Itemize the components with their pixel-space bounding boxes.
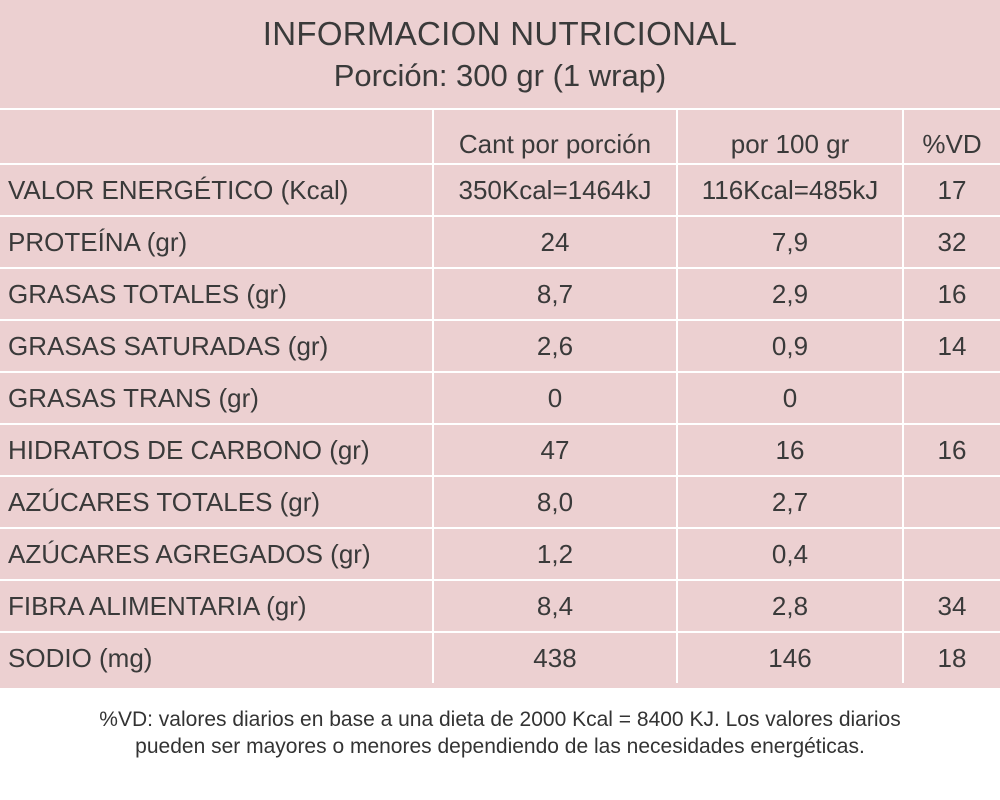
row-per-portion: 47 (432, 423, 677, 476)
table-row: AZÚCARES AGREGADOS (gr) 1,2 0,4 (0, 527, 1000, 580)
row-label: GRASAS TOTALES (gr) (0, 267, 433, 320)
row-vd (902, 527, 1000, 580)
row-label: GRASAS TRANS (gr) (0, 371, 433, 424)
portion-subtitle: Porción: 300 gr (1 wrap) (333, 58, 667, 93)
row-per-100g: 146 (676, 631, 903, 683)
row-per-portion: 8,0 (432, 475, 677, 528)
nutrition-table: Cant por porción por 100 gr %VD VALOR EN… (0, 110, 1000, 683)
row-label: GRASAS SATURADAS (gr) (0, 319, 433, 372)
row-label: SODIO (mg) (0, 631, 433, 683)
nutrition-panel: INFORMACION NUTRICIONAL Porción: 300 gr … (0, 0, 1000, 688)
row-per-100g: 0,4 (676, 527, 903, 580)
table-row: GRASAS TRANS (gr) 0 0 (0, 371, 1000, 424)
row-vd: 18 (902, 631, 1000, 683)
row-per-portion: 350Kcal=1464kJ (432, 163, 677, 216)
table-body: VALOR ENERGÉTICO (Kcal) 350Kcal=1464kJ 1… (0, 163, 1000, 683)
table-header: Cant por porción por 100 gr %VD (0, 110, 1000, 164)
row-vd: 14 (902, 319, 1000, 372)
row-label: AZÚCARES AGREGADOS (gr) (0, 527, 433, 580)
row-label: AZÚCARES TOTALES (gr) (0, 475, 433, 528)
footnote-line-2: pueden ser mayores o menores dependiendo… (135, 735, 865, 758)
table-row: GRASAS SATURADAS (gr) 2,6 0,9 14 (0, 319, 1000, 372)
table-row: HIDRATOS DE CARBONO (gr) 47 16 16 (0, 423, 1000, 476)
row-vd: 34 (902, 579, 1000, 632)
title-divider (0, 108, 1000, 110)
panel-title: INFORMACION NUTRICIONAL (262, 15, 738, 52)
row-per-100g: 2,8 (676, 579, 903, 632)
row-vd: 16 (902, 423, 1000, 476)
title-block: INFORMACION NUTRICIONAL Porción: 300 gr … (0, 0, 1000, 108)
row-vd (902, 475, 1000, 528)
row-per-100g: 2,7 (676, 475, 903, 528)
row-label: HIDRATOS DE CARBONO (gr) (0, 423, 433, 476)
row-per-portion: 2,6 (432, 319, 677, 372)
row-vd: 32 (902, 215, 1000, 268)
header-vd: %VD (902, 110, 1000, 164)
row-per-portion: 438 (432, 631, 677, 683)
row-vd (902, 371, 1000, 424)
row-vd: 17 (902, 163, 1000, 216)
row-per-portion: 1,2 (432, 527, 677, 580)
row-per-100g: 0,9 (676, 319, 903, 372)
header-blank (0, 110, 433, 164)
table-row: GRASAS TOTALES (gr) 8,7 2,9 16 (0, 267, 1000, 320)
row-per-portion: 0 (432, 371, 677, 424)
table-row: VALOR ENERGÉTICO (Kcal) 350Kcal=1464kJ 1… (0, 163, 1000, 216)
table-row: SODIO (mg) 438 146 18 (0, 631, 1000, 683)
header-per-portion: Cant por porción (432, 110, 677, 164)
row-per-100g: 7,9 (676, 215, 903, 268)
row-per-portion: 8,4 (432, 579, 677, 632)
row-per-100g: 116Kcal=485kJ (676, 163, 903, 216)
table-row: FIBRA ALIMENTARIA (gr) 8,4 2,8 34 (0, 579, 1000, 632)
header-per-100g: por 100 gr (676, 110, 903, 164)
table-row: PROTEÍNA (gr) 24 7,9 32 (0, 215, 1000, 268)
row-per-100g: 16 (676, 423, 903, 476)
row-label: PROTEÍNA (gr) (0, 215, 433, 268)
row-label: VALOR ENERGÉTICO (Kcal) (0, 163, 433, 216)
row-vd: 16 (902, 267, 1000, 320)
table-row: AZÚCARES TOTALES (gr) 8,0 2,7 (0, 475, 1000, 528)
row-per-portion: 24 (432, 215, 677, 268)
row-label: FIBRA ALIMENTARIA (gr) (0, 579, 433, 632)
row-per-100g: 0 (676, 371, 903, 424)
footnote: %VD: valores diarios en base a una dieta… (0, 706, 1000, 760)
footnote-line-1: %VD: valores diarios en base a una dieta… (99, 708, 901, 731)
row-per-portion: 8,7 (432, 267, 677, 320)
header-row: Cant por porción por 100 gr %VD (0, 110, 1000, 164)
row-per-100g: 2,9 (676, 267, 903, 320)
